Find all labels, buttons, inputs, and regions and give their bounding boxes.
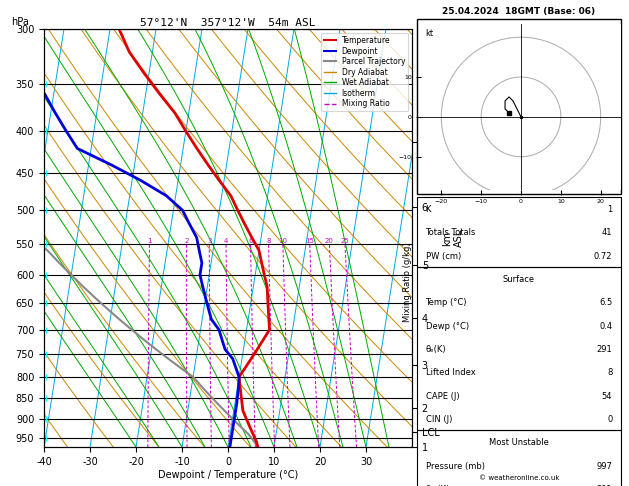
- Text: 997: 997: [596, 462, 613, 471]
- Text: K: K: [426, 205, 431, 214]
- Bar: [417, 430, 621, 486]
- Text: 2: 2: [184, 238, 189, 244]
- Text: 4: 4: [224, 238, 228, 244]
- Text: 10: 10: [279, 238, 287, 244]
- Text: Temp (°C): Temp (°C): [426, 298, 467, 308]
- Text: 0: 0: [607, 415, 613, 424]
- Bar: [417, 267, 621, 430]
- Y-axis label: km
ASL: km ASL: [442, 229, 464, 247]
- Legend: Temperature, Dewpoint, Parcel Trajectory, Dry Adiabat, Wet Adiabat, Isotherm, Mi: Temperature, Dewpoint, Parcel Trajectory…: [321, 33, 408, 111]
- Text: θₑ (K): θₑ (K): [426, 485, 448, 486]
- Text: 20: 20: [325, 238, 334, 244]
- Text: 54: 54: [602, 392, 613, 401]
- Text: Totals Totals: Totals Totals: [426, 228, 476, 238]
- Text: 6.5: 6.5: [599, 298, 613, 308]
- Text: 1: 1: [147, 238, 152, 244]
- Text: Surface: Surface: [503, 275, 535, 284]
- Text: 8: 8: [266, 238, 271, 244]
- Text: 25.04.2024  18GMT (Base: 06): 25.04.2024 18GMT (Base: 06): [442, 7, 596, 17]
- Text: 0.4: 0.4: [599, 322, 613, 331]
- Text: 15: 15: [305, 238, 314, 244]
- Text: hPa: hPa: [11, 17, 29, 27]
- Text: CIN (J): CIN (J): [426, 415, 452, 424]
- Bar: [417, 197, 621, 267]
- Bar: [417, 19, 621, 194]
- Text: Dewp (°C): Dewp (°C): [426, 322, 469, 331]
- Text: PW (cm): PW (cm): [426, 252, 461, 261]
- Text: 3: 3: [207, 238, 211, 244]
- Text: Most Unstable: Most Unstable: [489, 438, 549, 448]
- Text: 0.72: 0.72: [594, 252, 613, 261]
- Text: 8: 8: [607, 368, 613, 378]
- Text: Pressure (mb): Pressure (mb): [426, 462, 484, 471]
- Text: 25: 25: [341, 238, 349, 244]
- Text: 41: 41: [602, 228, 613, 238]
- Title: 57°12'N  357°12'W  54m ASL: 57°12'N 357°12'W 54m ASL: [140, 18, 316, 28]
- Text: 291: 291: [596, 485, 613, 486]
- Text: Mixing Ratio (g/kg): Mixing Ratio (g/kg): [403, 242, 412, 322]
- Text: 6: 6: [248, 238, 253, 244]
- Text: CAPE (J): CAPE (J): [426, 392, 459, 401]
- X-axis label: Dewpoint / Temperature (°C): Dewpoint / Temperature (°C): [158, 469, 298, 480]
- Text: © weatheronline.co.uk: © weatheronline.co.uk: [479, 475, 559, 481]
- Text: Lifted Index: Lifted Index: [426, 368, 476, 378]
- Text: 1: 1: [607, 205, 613, 214]
- Text: θₑ(K): θₑ(K): [426, 345, 446, 354]
- Text: 291: 291: [596, 345, 613, 354]
